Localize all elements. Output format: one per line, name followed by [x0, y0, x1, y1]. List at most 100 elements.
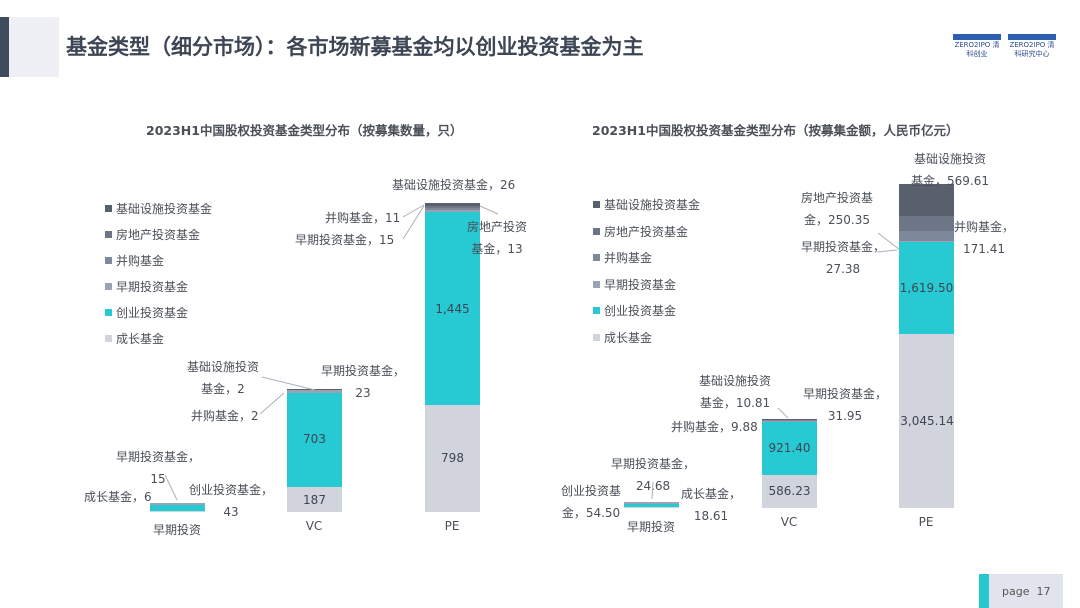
bar-vc-2 — [425, 211, 480, 406]
legend-swatch — [105, 283, 112, 290]
data-label: 房地产投资 基金，13 — [466, 220, 527, 256]
legend-swatch — [593, 227, 600, 235]
legend-label: 早期投资基金 — [116, 280, 189, 294]
bar-vc-2 — [899, 242, 954, 335]
footer-accent — [979, 574, 989, 608]
bar-infra-2 — [899, 184, 954, 217]
data-label: 586.23 — [768, 484, 811, 498]
bar-vc-1 — [762, 422, 817, 475]
page-title: 基金类型（细分市场）：各市场新募基金均以创业投资基金为主 — [66, 35, 644, 59]
legend-swatch — [593, 333, 600, 341]
legend-item: 成长基金 — [593, 329, 652, 346]
bar-growth-1 — [287, 486, 342, 512]
legend-swatch — [105, 231, 112, 238]
data-label: 创业投资基金， 43 — [188, 483, 273, 519]
bar-vc-0 — [150, 505, 205, 512]
legend-label: 并购基金 — [604, 251, 653, 265]
legend-swatch — [593, 307, 600, 314]
data-label: 基础设施投资基金，26 — [392, 178, 516, 192]
bar-ma-1 — [762, 419, 817, 421]
data-label: 1,445 — [435, 302, 470, 316]
bar-early-1 — [762, 420, 817, 423]
data-label: 并购基金，11 — [325, 211, 401, 225]
zero2ipo-logo: ZERO2IPO 清科创业 — [953, 34, 1001, 64]
bar-vc-0 — [624, 503, 679, 507]
legend-item: 早期投资基金 — [105, 278, 188, 295]
legend-label: 成长基金 — [604, 330, 653, 345]
bar-realestate-2 — [425, 206, 480, 209]
legend-label: 基础设施投资基金 — [116, 202, 213, 216]
x-tick-label: PE — [444, 519, 460, 533]
bar-growth-0 — [150, 511, 205, 513]
bar-early-0 — [150, 503, 205, 506]
data-label: 798 — [441, 451, 464, 465]
bar-growth-2 — [425, 405, 480, 512]
legend-item: 成长基金 — [105, 330, 164, 347]
data-label: 并购基金，2 — [191, 409, 259, 423]
title-background — [9, 17, 59, 77]
data-label: 基础设施投资 基金，2 — [186, 360, 259, 396]
bar-infra-1 — [762, 419, 817, 421]
legend-swatch — [593, 201, 600, 208]
bar-early-2 — [425, 209, 480, 212]
bar-early-1 — [287, 389, 342, 393]
data-label: 基础设施投资 基金，569.61 — [911, 152, 989, 188]
legend-label: 房地产投资基金 — [116, 228, 201, 242]
legend-swatch — [105, 257, 112, 264]
zero2ipo-research-logo: ZERO2IPO 清科研究中心 — [1008, 34, 1056, 64]
legend-label: 基础设施投资基金 — [604, 198, 701, 212]
data-label: 早期投资基金， 27.38 — [800, 240, 885, 276]
legend-item: 创业投资基金 — [593, 302, 676, 319]
legend-swatch — [593, 254, 600, 261]
data-label: 成长基金， 18.61 — [680, 487, 741, 523]
bar-vc-1 — [287, 392, 342, 487]
bar-growth-0 — [624, 506, 679, 508]
chart-title-count: 2023H1中国股权投资基金类型分布（按募集数量，只） — [146, 123, 463, 138]
x-tick-label: 早期投资 — [626, 520, 675, 534]
title-accent-bar — [0, 17, 9, 77]
data-label: 1,619.50 — [899, 281, 954, 295]
bar-early-0 — [624, 502, 679, 504]
x-tick-label: PE — [918, 515, 934, 529]
data-label: 基础设施投资 基金，10.81 — [698, 374, 771, 410]
legend-swatch — [105, 205, 112, 212]
legend-item: 房地产投资基金 — [105, 226, 200, 243]
data-label: 早期投资基金， 23 — [320, 364, 405, 400]
data-label: 并购基金， 171.41 — [954, 220, 1015, 256]
legend-label: 早期投资基金 — [604, 277, 677, 292]
data-label: 703 — [303, 432, 326, 446]
legend-label: 并购基金 — [116, 254, 165, 268]
legend-item: 基础设施投资基金 — [593, 196, 700, 213]
legend-swatch — [105, 335, 112, 342]
x-tick-label: VC — [780, 515, 798, 529]
bar-ma-2 — [425, 208, 480, 210]
x-tick-label: 早期投资 — [152, 523, 201, 537]
bar-growth-1 — [762, 474, 817, 508]
x-tick-label: VC — [305, 519, 323, 533]
bar-realestate-2 — [899, 216, 954, 231]
legend-swatch — [593, 280, 600, 288]
bar-early-2 — [899, 240, 954, 243]
legend-item: 并购基金 — [593, 249, 652, 266]
footer-page-box — [979, 574, 1063, 608]
chart-title-amount: 2023H1中国股权投资基金类型分布（按募集金额，人民币亿元） — [592, 123, 959, 138]
data-label: 并购基金，9.88 — [671, 420, 758, 434]
legend-item: 基础设施投资基金 — [105, 200, 212, 217]
data-label: 早期投资基金，15 — [115, 450, 200, 486]
legend-item: 早期投资基金 — [593, 276, 676, 293]
data-label: 早期投资基金， 31.95 — [802, 387, 887, 423]
legend-label: 创业投资基金 — [116, 306, 189, 320]
legend-item: 房地产投资基金 — [593, 223, 688, 240]
data-label: 3,045.14 — [900, 414, 954, 428]
data-label: 187 — [303, 493, 326, 507]
data-label: 创业投资基 金，54.50 — [560, 484, 621, 520]
legend-label: 房地产投资基金 — [604, 224, 689, 239]
data-label: 921.40 — [768, 441, 811, 455]
bar-ma-2 — [899, 230, 954, 241]
data-label: 成长基金，6 — [84, 490, 152, 504]
bar-infra-2 — [425, 203, 480, 207]
legend-label: 成长基金 — [116, 332, 165, 346]
data-label: 早期投资基金，15 — [295, 233, 395, 247]
legend-label: 创业投资基金 — [604, 304, 677, 318]
bar-growth-2 — [899, 334, 954, 508]
